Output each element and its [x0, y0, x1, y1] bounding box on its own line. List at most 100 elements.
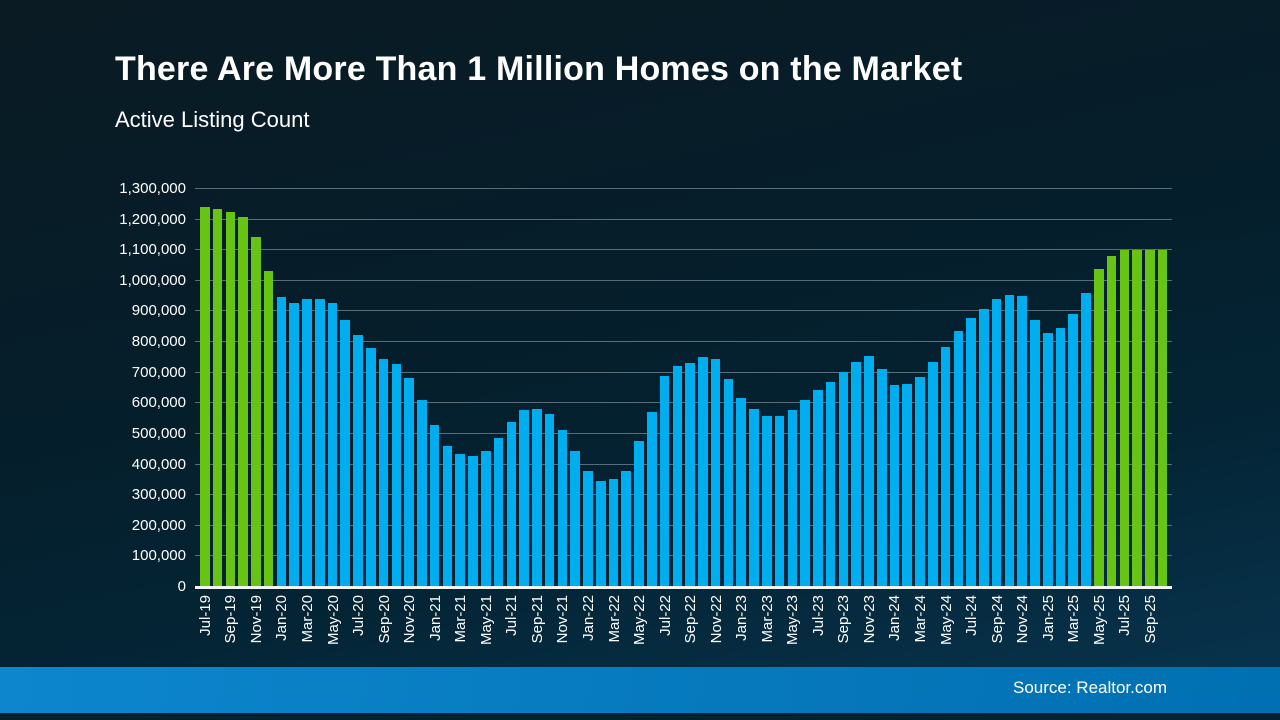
y-axis-tick-label: 400,000	[131, 455, 186, 473]
bar-Mar-22	[608, 478, 619, 586]
bar-Nov-24	[1017, 295, 1027, 586]
x-axis-tick-label: Jan-21	[426, 595, 444, 641]
x-axis-tick-label: Mar-21	[452, 595, 470, 643]
x-axis-tick-label: Sep-20	[375, 595, 393, 644]
bar-Oct-22	[698, 356, 708, 586]
x-axis-tick-label: Jul-19	[196, 595, 214, 636]
y-axis-tick-label: 100,000	[131, 547, 186, 565]
bar-Dec-24	[1030, 320, 1040, 586]
x-axis-tick-label: Jul-25	[1116, 595, 1134, 636]
bar-Feb-22	[595, 481, 606, 586]
bar-Feb-21	[442, 446, 453, 586]
y-axis-tick-label: 500,000	[131, 424, 186, 442]
bar-Jul-19	[200, 206, 210, 586]
x-axis-tick-label: Jul-22	[656, 595, 674, 636]
y-axis-tick-label: 1,300,000	[119, 180, 186, 197]
bar-Feb-23	[749, 409, 759, 586]
x-axis-tick-label: Nov-22	[707, 595, 725, 644]
bar-Feb-24	[902, 383, 913, 586]
x-axis-tick-label: Nov-23	[860, 595, 878, 644]
x-axis-tick-label: May-22	[631, 595, 649, 646]
x-axis-tick-label: Nov-19	[247, 595, 265, 644]
bar-Apr-24	[928, 362, 938, 586]
x-axis-tick-label: Sep-19	[222, 595, 240, 644]
bar-May-25	[1094, 268, 1104, 586]
bar-Jul-22	[659, 375, 670, 586]
x-axis-tick-label: Jan-22	[579, 595, 597, 641]
bar-Sep-21	[532, 408, 542, 586]
bar-Oct-20	[391, 363, 402, 586]
gridline	[195, 310, 1172, 312]
bar-May-22	[634, 441, 644, 586]
bar-Dec-23	[876, 368, 887, 586]
bar-Apr-25	[1081, 293, 1091, 586]
y-axis-tick-label: 1,200,000	[119, 210, 186, 228]
y-axis-tick-label: 800,000	[131, 333, 186, 351]
footer-strip	[0, 713, 1280, 720]
gridline	[195, 524, 1172, 526]
x-axis-tick-label: Jul-20	[350, 595, 368, 636]
x-axis-tick-label: Mar-23	[758, 595, 776, 643]
bar-Nov-20	[404, 378, 414, 586]
bar-Aug-20	[366, 348, 376, 586]
bar-Jul-21	[506, 421, 517, 586]
x-axis-tick-label: Jan-25	[1039, 595, 1057, 641]
bar-Jun-21	[493, 438, 504, 586]
bar-Jul-25	[1119, 249, 1130, 586]
bar-Mar-25	[1068, 314, 1079, 586]
bar-Dec-21	[570, 451, 580, 586]
x-axis-tick-label: Mar-20	[298, 595, 316, 643]
x-axis-tick-label: Jul-23	[809, 595, 827, 636]
source-text: Source: Realtor.com	[1012, 678, 1167, 697]
y-axis-tick-label: 1,000,000	[119, 271, 186, 289]
bar-Aug-24	[979, 309, 989, 586]
gridline	[195, 371, 1172, 373]
bar-Jan-23	[736, 398, 747, 586]
y-axis-tick-label: 300,000	[131, 486, 186, 504]
bar-Aug-25	[1132, 249, 1142, 586]
gridline	[195, 432, 1172, 434]
y-axis-tick-label: 0	[177, 578, 186, 595]
x-axis-tick-label: Mar-22	[605, 595, 623, 643]
bar-Jul-24	[966, 317, 976, 586]
bar-Nov-19	[251, 236, 261, 586]
bar-Jun-24	[953, 330, 964, 586]
gridline	[195, 555, 1172, 557]
x-axis-tick-label: Sep-22	[682, 595, 700, 644]
x-axis-tick-label: Sep-21	[528, 595, 546, 644]
bar-Aug-21	[519, 410, 529, 586]
bar-Sep-24	[991, 299, 1002, 586]
x-axis-tick-label: Jul-24	[963, 595, 981, 636]
y-axis-tick-label: 700,000	[131, 363, 186, 381]
bar-Mar-21	[455, 454, 466, 586]
gridline	[195, 494, 1172, 496]
x-axis-tick-label: May-21	[477, 595, 495, 646]
x-axis-tick-label: May-25	[1090, 595, 1108, 646]
bar-Feb-20	[289, 303, 299, 586]
x-axis-tick-label: Nov-21	[554, 595, 572, 644]
bar-Nov-21	[557, 429, 568, 586]
x-axis-tick-label: Nov-20	[401, 595, 419, 644]
bar-Jul-20	[353, 334, 363, 586]
bar-Jun-20	[340, 320, 351, 586]
bar-Mar-24	[915, 376, 925, 586]
bar-Jan-24	[889, 384, 900, 586]
bar-Sep-22	[685, 362, 695, 586]
x-axis-tick-label: Nov-24	[1014, 595, 1032, 644]
bar-Oct-19	[238, 217, 248, 586]
bar-Dec-22	[723, 378, 734, 586]
y-axis-tick-label: 600,000	[131, 394, 186, 412]
bar-May-20	[327, 303, 338, 586]
bar-Jun-25	[1106, 255, 1117, 586]
bar-Jun-23	[800, 399, 810, 586]
x-axis-tick-label: Mar-25	[1065, 595, 1083, 643]
bar-Nov-23	[864, 355, 874, 586]
x-axis-tick-label: Sep-23	[835, 595, 853, 644]
gridline	[195, 188, 1172, 189]
x-axis-tick-label: May-23	[784, 595, 802, 646]
y-axis-tick-label: 200,000	[131, 516, 186, 534]
x-axis-tick-label: Jan-20	[273, 595, 291, 641]
x-axis-line	[195, 586, 1172, 589]
bar-Sep-19	[225, 211, 236, 586]
bar-Jan-22	[583, 471, 593, 586]
